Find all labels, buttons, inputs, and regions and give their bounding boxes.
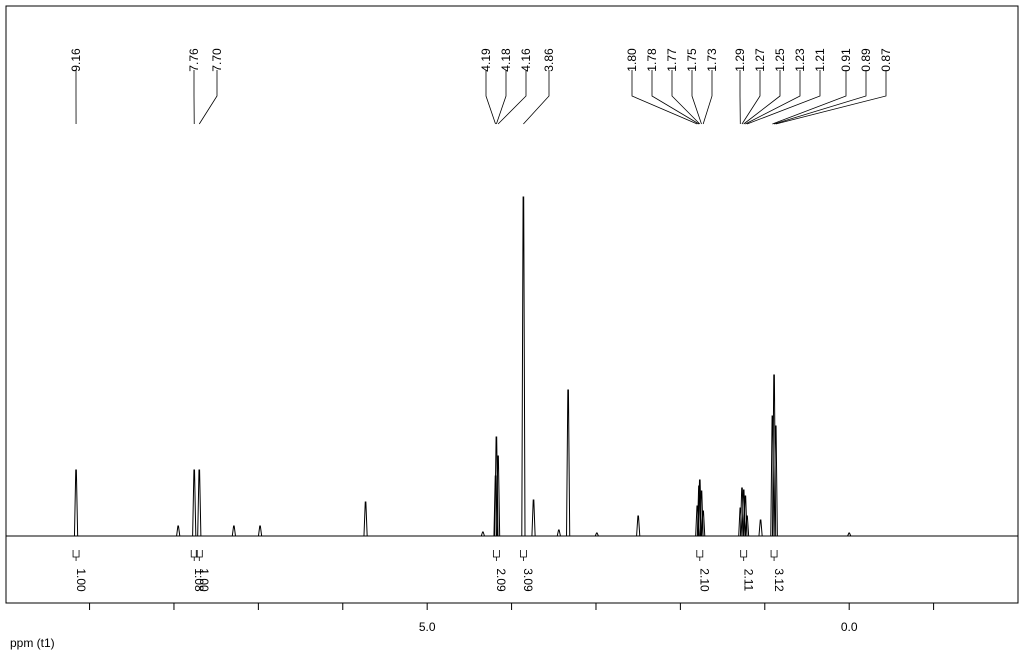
- spectrum-peak: [701, 510, 706, 537]
- x-tick-label: 0.0: [841, 620, 858, 634]
- peak-label: 7.70: [210, 48, 224, 72]
- peak-label: 1.73: [705, 48, 719, 72]
- spectrum-peak: [773, 425, 778, 537]
- peak-label: 4.16: [519, 48, 533, 72]
- integral-bracket: [740, 550, 748, 561]
- peak-label: 0.91: [839, 48, 853, 72]
- integral-label: 2.11: [742, 569, 756, 592]
- peak-label: 1.75: [685, 48, 699, 72]
- integral-label: 3.12: [772, 568, 786, 592]
- integral-label: 1.00: [197, 568, 211, 592]
- peak-leader: [485, 70, 496, 125]
- x-axis-label: ppm (t1): [10, 636, 55, 650]
- peak-label: 9.16: [69, 48, 83, 72]
- peak-leader: [743, 70, 781, 125]
- peak-label: 0.87: [879, 48, 893, 72]
- integral-bracket: [519, 550, 527, 561]
- peak-label: 3.86: [542, 48, 556, 72]
- peak-leader: [691, 70, 702, 125]
- spectrum-peak: [197, 469, 202, 537]
- integral-bracket: [770, 550, 778, 561]
- peak-label: 1.77: [665, 48, 679, 72]
- peak-label: 1.25: [773, 48, 787, 72]
- peak-label: 1.23: [793, 48, 807, 72]
- peak-leader: [497, 70, 527, 125]
- integral-bracket: [72, 550, 80, 561]
- integral-label: 2.09: [494, 568, 508, 592]
- peak-label: 1.80: [625, 48, 639, 72]
- peak-leader: [772, 70, 847, 125]
- peak-leader: [496, 70, 507, 125]
- peak-label: 4.18: [499, 48, 513, 72]
- spectrum-peak: [521, 196, 526, 537]
- integral-label: 1.08: [192, 568, 206, 592]
- spectrum-peak: [847, 532, 852, 537]
- peak-leader: [631, 70, 698, 125]
- integral-bracket: [195, 550, 203, 561]
- spectrum-peak: [636, 515, 641, 537]
- peak-leader: [773, 70, 867, 125]
- spectrum-peak: [231, 525, 236, 537]
- spectrum-peak: [744, 515, 750, 537]
- integral-label: 3.09: [521, 568, 535, 592]
- peak-leader: [702, 70, 713, 125]
- x-tick-label: 5.0: [419, 620, 436, 634]
- spectrum-peak: [480, 531, 485, 537]
- spectrum-peak: [363, 501, 368, 537]
- peak-leader: [523, 70, 550, 125]
- spectrum-peak: [257, 525, 263, 537]
- spectrum-peak: [758, 519, 763, 537]
- peak-label: 1.78: [645, 48, 659, 72]
- peak-label: 1.27: [753, 48, 767, 72]
- peak-leader: [198, 70, 218, 125]
- spectrum-peak: [176, 525, 181, 537]
- peak-label: 1.29: [733, 48, 747, 72]
- peak-leader: [745, 70, 801, 125]
- spectrum-peak: [556, 529, 561, 537]
- integral-bracket: [492, 550, 500, 561]
- spectrum-peak: [566, 389, 571, 537]
- spectrum-peak: [531, 499, 536, 537]
- peak-label: 4.19: [479, 48, 493, 72]
- spectrum-peak: [73, 469, 79, 537]
- integral-bracket: [190, 550, 198, 561]
- peak-leader: [741, 70, 761, 125]
- integral-bracket: [696, 550, 704, 561]
- peak-leader: [775, 70, 887, 125]
- spectrum-peak: [594, 532, 599, 537]
- peak-label: 1.21: [813, 48, 827, 72]
- peak-label: 0.89: [859, 48, 873, 72]
- peak-leader: [671, 70, 701, 125]
- peak-leader: [651, 70, 700, 125]
- peak-label: 7.76: [187, 48, 201, 72]
- peak-leader: [746, 70, 821, 125]
- spectrum-peak: [192, 469, 197, 537]
- integral-label: 2.10: [698, 568, 712, 592]
- integral-label: 1.00: [74, 568, 88, 592]
- spectrum-peak: [495, 455, 501, 537]
